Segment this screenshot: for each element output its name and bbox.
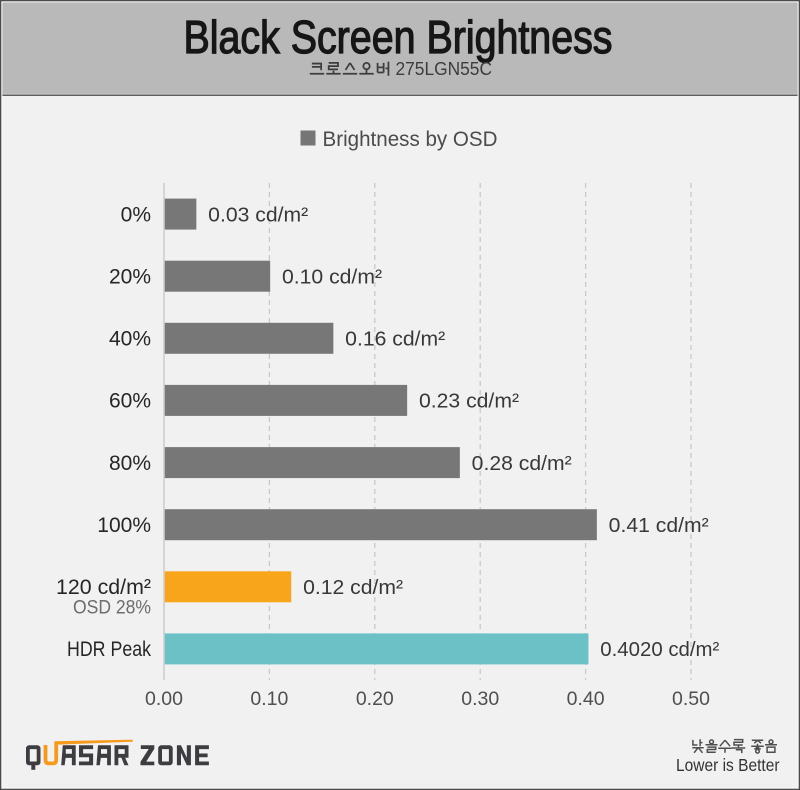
svg-text:Black Screen Brightness: Black Screen Brightness — [184, 11, 613, 63]
svg-text:0.10: 0.10 — [250, 688, 288, 710]
svg-text:100%: 100% — [97, 514, 151, 537]
svg-text:40%: 40% — [109, 328, 151, 351]
svg-text:0.00: 0.00 — [145, 688, 183, 710]
svg-text:0.4020 cd/m²: 0.4020 cd/m² — [600, 639, 719, 661]
svg-text:0.20: 0.20 — [356, 688, 394, 710]
svg-text:120 cd/m²: 120 cd/m² — [56, 576, 151, 599]
svg-text:HDR Peak: HDR Peak — [67, 638, 151, 661]
svg-text:0.16 cd/m²: 0.16 cd/m² — [345, 329, 445, 351]
svg-text:80%: 80% — [109, 452, 151, 475]
svg-text:60%: 60% — [109, 390, 151, 413]
svg-text:0.50: 0.50 — [672, 688, 710, 710]
svg-text:275LGN55C: 275LGN55C — [396, 58, 493, 79]
svg-text:0.03 cd/m²: 0.03 cd/m² — [208, 204, 308, 226]
svg-text:0.30: 0.30 — [461, 688, 499, 710]
svg-text:0.12 cd/m²: 0.12 cd/m² — [303, 577, 403, 599]
svg-text:Brightness by OSD: Brightness by OSD — [323, 128, 498, 151]
svg-text:OSD 28%: OSD 28% — [73, 597, 151, 618]
svg-text:20%: 20% — [109, 266, 151, 289]
svg-text:0.40: 0.40 — [567, 688, 605, 710]
svg-text:0.23 cd/m²: 0.23 cd/m² — [419, 391, 519, 413]
svg-text:0.10 cd/m²: 0.10 cd/m² — [282, 267, 382, 289]
svg-text:Lower is Better: Lower is Better — [676, 755, 780, 775]
svg-text:0.41 cd/m²: 0.41 cd/m² — [609, 515, 709, 537]
svg-text:0.28 cd/m²: 0.28 cd/m² — [472, 453, 572, 475]
svg-text:0%: 0% — [121, 203, 151, 226]
